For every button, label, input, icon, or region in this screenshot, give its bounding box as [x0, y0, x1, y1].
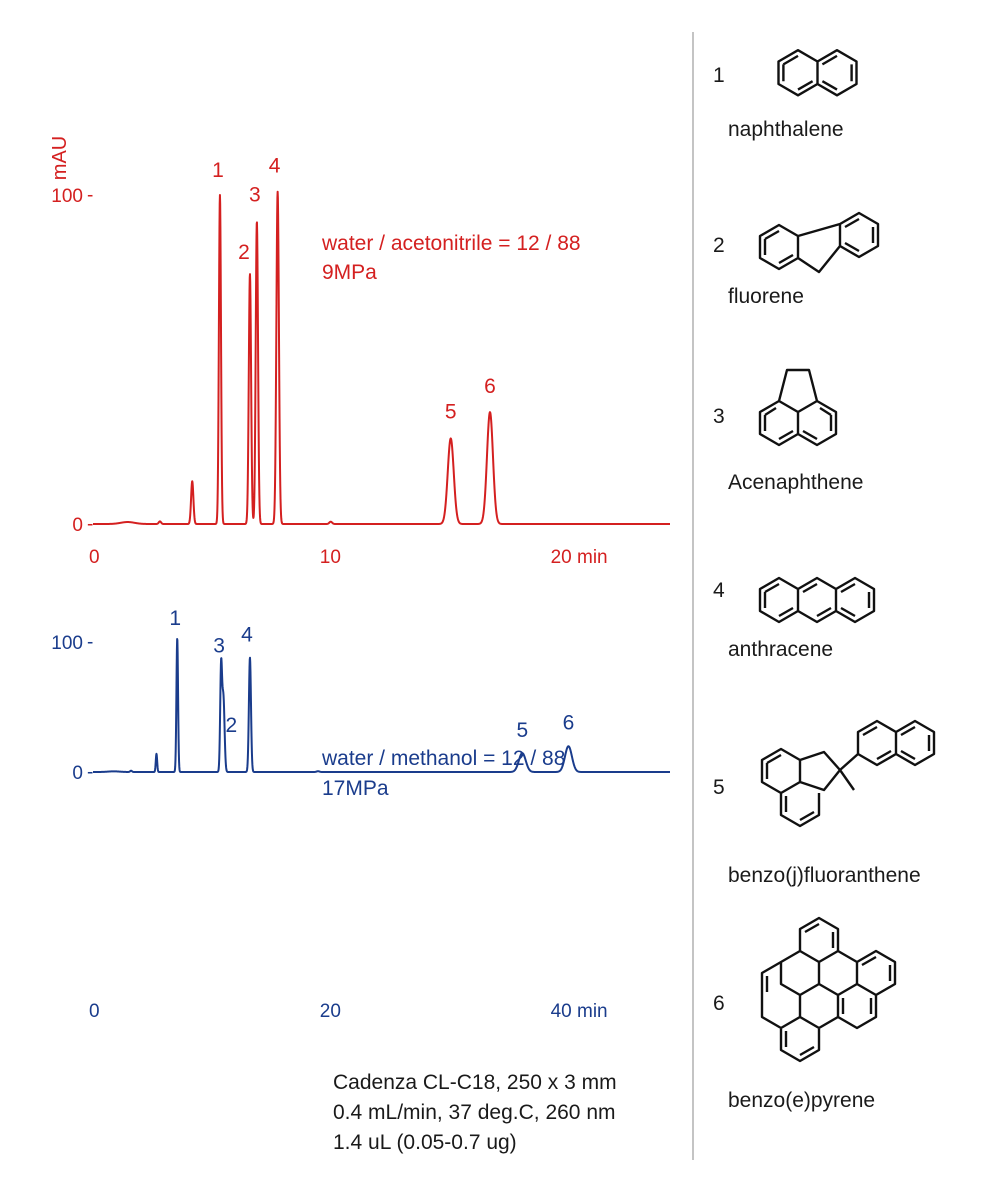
compound-number-4: 4 [713, 579, 725, 602]
benzo-e-pyrene-structure [760, 916, 897, 1063]
compound-legend: 1 naphthalene 2 fluorene 3 Acenaphthene … [713, 64, 921, 1112]
y-tick-mark-1: - [87, 632, 93, 653]
peak-label-4: 4 [241, 624, 253, 647]
peak-label-5: 5 [516, 719, 528, 742]
compound-name-1: naphthalene [728, 118, 844, 141]
anthracene-structure [758, 576, 876, 624]
double-bonds [763, 582, 871, 618]
compound-name-4: anthracene [728, 638, 833, 661]
peak-labels: 1 2 34 5 6 [212, 155, 496, 424]
ring-outline [758, 368, 838, 447]
compound-number-3: 3 [713, 405, 725, 428]
acenaphthene-structure [758, 368, 838, 447]
naphthalene-structure [777, 49, 858, 97]
run-conditions: Cadenza CL-C18, 250 x 3 mm 0.4 mL/min, 3… [333, 1068, 617, 1158]
compound-number-2: 2 [713, 234, 725, 257]
compound-name-6: benzo(e)pyrene [728, 1089, 875, 1112]
chromatogram-trace [92, 190, 671, 525]
column-info: Cadenza CL-C18, 250 x 3 mm [333, 1071, 617, 1094]
x-tick-label-1: 20 [320, 1001, 341, 1022]
y-tick-label-0: 0 [72, 763, 83, 784]
y-tick-mark-0: - [87, 762, 93, 783]
double-bonds [782, 54, 853, 91]
mobile-phase-label: water / acetonitrile = 12 / 88 [321, 232, 581, 255]
double-bonds [763, 217, 875, 265]
ring-outline [760, 916, 897, 1063]
ring-outline [777, 49, 858, 97]
compound-number-6: 6 [713, 992, 725, 1015]
compound-number-1: 1 [713, 64, 725, 87]
flow-info: 0.4 mL/min, 37 deg.C, 260 nm [333, 1101, 616, 1124]
peak-label-2: 2 [226, 714, 238, 737]
molecular-structures [758, 49, 936, 1063]
benzo-j-fluoranthene-structure [760, 719, 936, 828]
x-tick-label-0: 0 [89, 1001, 100, 1022]
y-tick-mark-0: - [87, 514, 93, 535]
y-tick-label-1: 100 [51, 633, 83, 654]
peak-label-4: 4 [269, 155, 281, 178]
pressure-label: 9MPa [322, 261, 377, 284]
ring-outline [758, 576, 876, 624]
y-tick-label-0: 0 [72, 515, 83, 536]
x-tick-label-2: 40 min [551, 1001, 608, 1022]
y-tick-mark-1: - [87, 185, 93, 206]
fluorene-structure [758, 211, 880, 274]
peak-label-6: 6 [484, 375, 496, 398]
peak-label-3: 3 [213, 634, 225, 657]
double-bonds [763, 406, 833, 441]
peak-label-2: 2 [238, 241, 250, 264]
ring-outline [760, 719, 936, 828]
y-axis-label: mAU [49, 136, 71, 180]
double-bonds [765, 922, 892, 1057]
double-bonds [765, 725, 931, 822]
injection-info: 1.4 uL (0.05-0.7 ug) [333, 1131, 517, 1154]
mobile-phase-label: water / methanol = 12 / 88 [321, 747, 565, 770]
peak-label-1: 1 [169, 607, 181, 630]
x-tick-label-2: 20 min [551, 547, 608, 568]
compound-name-2: fluorene [728, 285, 804, 308]
x-tick-label-1: 10 [320, 547, 341, 568]
chromatogram-trace [92, 638, 671, 773]
ring-outline [758, 211, 880, 274]
pressure-label: 17MPa [322, 777, 389, 800]
peak-label-3: 3 [249, 183, 261, 206]
peak-label-6: 6 [563, 711, 575, 734]
peak-label-5: 5 [445, 400, 457, 423]
compound-name-5: benzo(j)fluoranthene [728, 864, 921, 887]
peak-label-1: 1 [212, 159, 224, 182]
compound-number-5: 5 [713, 776, 725, 799]
compound-name-3: Acenaphthene [728, 471, 863, 494]
peak-labels: 1 3 2 4 5 6 [169, 607, 574, 742]
y-tick-label-1: 100 [51, 186, 83, 207]
x-tick-label-0: 0 [89, 547, 100, 568]
